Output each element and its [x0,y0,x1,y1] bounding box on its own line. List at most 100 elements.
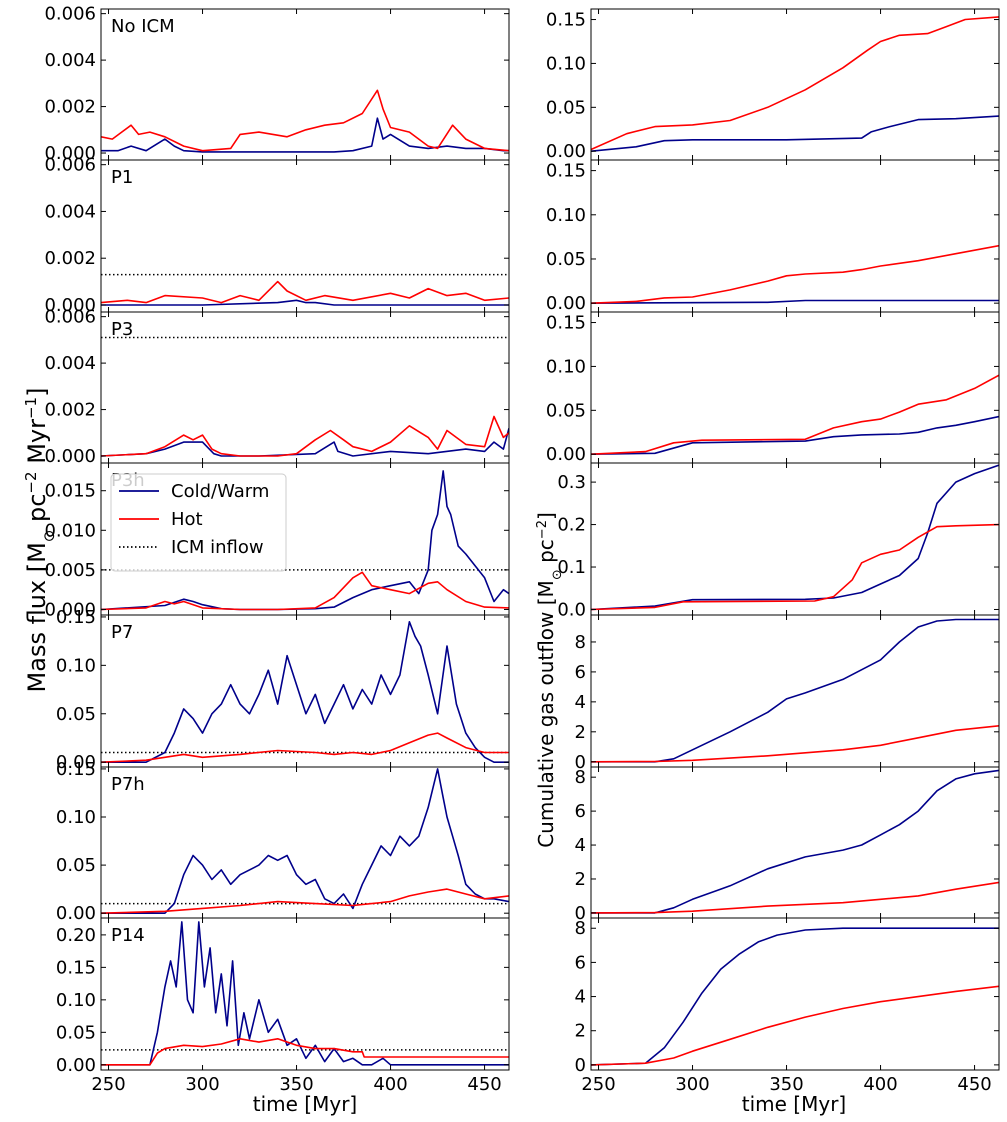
y-tick-label: 0.15 [56,957,96,978]
x-tick-label: 300 [675,1074,709,1095]
legend: Cold/Warm Hot ICM inflow [110,473,287,572]
x-tick-label: 400 [373,1074,407,1095]
y-tick-label: 0.10 [546,53,586,74]
series-line-cold-warm [591,618,999,763]
panel-right-5: 0 2 4 6 8 [575,766,1000,924]
y-tick-label: 0.006 [44,155,96,176]
y-tick-label: 2 [575,1021,586,1042]
x-tick-label: 250 [581,1074,615,1095]
legend-label: Hot [171,509,203,530]
series-line-cold-warm [101,427,509,457]
series-line-hot [101,415,509,457]
series-line-cold-warm [101,620,509,764]
panel-left-2: 0.000 0.002 0.004 0.006 P3 [44,307,510,467]
panel-label: P3 [111,319,133,340]
x-tick-label: 250 [91,1074,125,1095]
panel-label: P7 [111,622,133,643]
panel-label: P14 [111,925,145,946]
series-line-cold-warm [591,927,999,1066]
panel-left-4: 0.00 0.05 0.10 0.15 P7 [56,607,510,773]
y-tick-label: 0.10 [56,655,96,676]
y-tick-label: 0.006 [44,4,96,25]
panel-left-1: 0.000 0.002 0.004 0.006 P1 [44,155,510,316]
series-line-cold-warm [101,470,509,611]
series-line-hot [101,89,509,152]
x-tick-label: 450 [957,1074,991,1095]
series-line-hot [591,985,999,1066]
y-tick-label: 0.15 [546,10,586,31]
series-line-hot [591,881,999,914]
y-tick-label: 4 [575,987,586,1008]
y-tick-label: 0.05 [546,249,586,270]
y-tick-label: 6 [575,952,586,973]
plot-area-left-2 [101,336,509,457]
x-tick-label: 300 [185,1074,219,1095]
panel-right-6: 0 2 4 6 8 250 300 350 400 450 [575,917,1000,1095]
y-tick-label: 0 [575,1055,586,1076]
y-tick-label: 0.05 [56,855,96,876]
y-tick-label: 6 [575,801,586,822]
y-tick-label: 0.004 [44,201,96,222]
right-x-axis-title: time [Myr] [742,1092,846,1116]
y-tick-label: 0.004 [44,50,96,71]
x-tick-label: 400 [863,1074,897,1095]
panel-label: No ICM [111,16,175,37]
y-tick-label: 8 [575,767,586,788]
series-line-cold-warm [101,768,509,915]
y-tick-label: 0.002 [44,248,96,269]
y-tick-label: 0.05 [546,400,586,421]
panel-label: P7h [111,774,145,795]
x-tick-label: 350 [769,1074,803,1095]
y-tick-label: 0.010 [44,520,96,541]
y-tick-label: 0.004 [44,353,96,374]
y-tick-label: 0.15 [56,759,96,780]
panel-right-2: 0.00 0.05 0.10 0.15 [546,311,1000,465]
y-tick-label: 0.000 [44,446,96,467]
plot-area-right-2 [591,374,999,455]
y-tick-label: 4 [575,692,586,713]
series-line-hot [101,571,509,611]
left-y-axis-title: Mass flux [M⊙ pc−2 Myr−1] [22,388,58,693]
y-tick-label: 0.00 [546,444,586,465]
y-tick-label: 0.10 [56,990,96,1011]
panel-left-0: 0.000 0.002 0.004 0.006 No ICM [44,4,510,164]
panel-frame [590,8,1000,161]
panel-frame [590,462,1000,616]
y-tick-label: 0.000 [44,295,96,316]
legend-label: ICM inflow [171,537,264,558]
series-line-hot [101,888,509,914]
series-line-hot [101,732,509,763]
y-tick-label: 0.00 [546,293,586,314]
panel-frame [100,159,510,313]
y-tick-label: 0.10 [546,205,586,226]
plot-area-left-5 [101,768,509,915]
series-line-cold-warm [101,117,509,153]
series-line-cold-warm [101,299,509,306]
legend-label: Cold/Warm [171,481,269,502]
y-tick-label: 0.2 [557,515,586,536]
y-tick-label: 0.002 [44,97,96,118]
series-line-hot [591,16,999,151]
y-tick-label: 0.00 [56,752,96,773]
y-tick-label: 0.05 [546,97,586,118]
y-tick-label: 0.000 [44,599,96,620]
plot-area-right-4 [591,618,999,763]
series-line-hot [591,523,999,611]
series-line-cold-warm [591,415,999,455]
plot-area-left-4 [101,620,509,764]
y-tick-label: 0.000 [44,143,96,164]
plot-area-right-1 [591,244,999,305]
panel-right-1: 0.00 0.05 0.10 0.15 [546,159,1000,314]
y-tick-label: 2 [575,869,586,890]
y-tick-label: 0 [575,903,586,924]
series-line-hot [591,244,999,304]
panel-frame [590,614,1000,768]
panel-left-6: 0.00 0.05 0.10 0.15 0.20 250 300 350 400 450 P14 [56,917,510,1095]
series-line-cold-warm [591,115,999,152]
y-tick-label: 0.006 [44,307,96,328]
y-tick-label: 0.10 [546,356,586,377]
y-tick-label: 0.10 [56,807,96,828]
legend-box [110,473,287,572]
series-line-cold-warm [591,299,999,305]
